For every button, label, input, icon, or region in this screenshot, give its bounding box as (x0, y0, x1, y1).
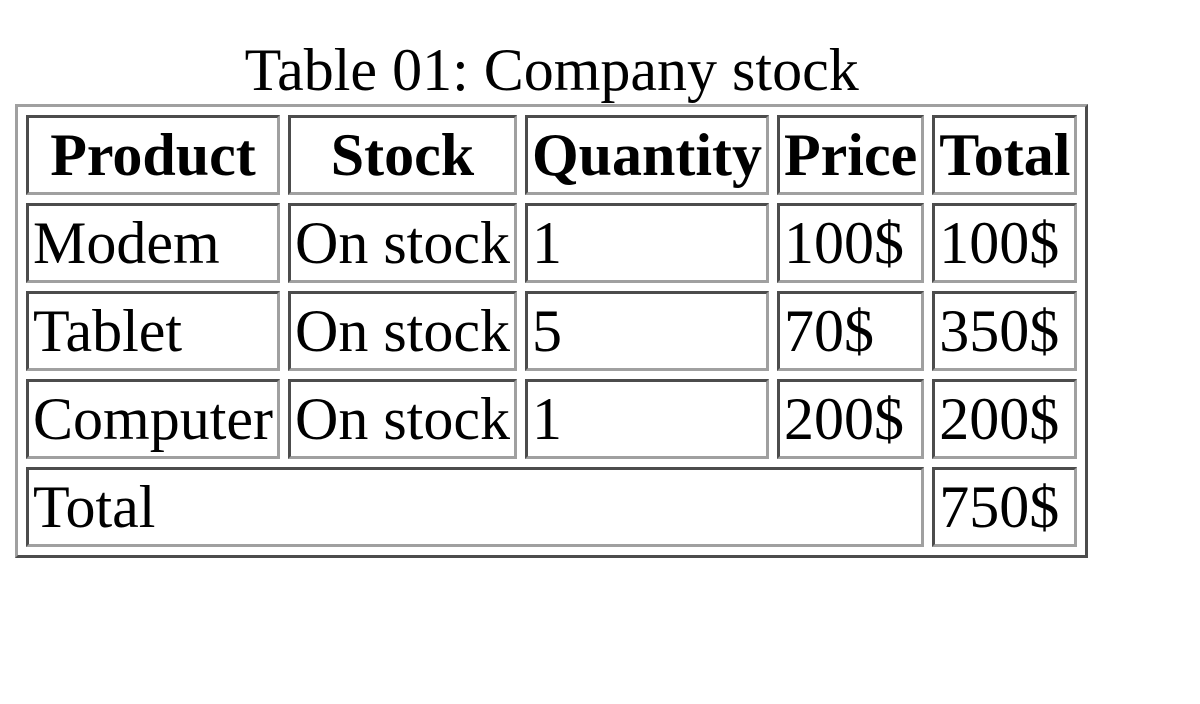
cell-stock: On stock (287, 203, 517, 283)
table-row: Tablet On stock 5 70$ 350$ (26, 291, 1078, 371)
cell-quantity: 5 (524, 291, 770, 371)
header-quantity: Quantity (524, 115, 770, 195)
table-caption: Table 01: Company stock (244, 37, 859, 103)
table-header: Product Stock Quantity Price Total (26, 115, 1078, 195)
header-row: Product Stock Quantity Price Total (26, 115, 1078, 195)
table-footer: Total 750$ (26, 467, 1078, 547)
cell-price: 200$ (777, 379, 925, 459)
cell-stock: On stock (287, 379, 517, 459)
header-product: Product (26, 115, 280, 195)
cell-product: Tablet (26, 291, 280, 371)
cell-product: Modem (26, 203, 280, 283)
cell-total: 200$ (932, 379, 1078, 459)
total-value: 750$ (932, 467, 1078, 547)
cell-quantity: 1 (524, 379, 770, 459)
header-total: Total (932, 115, 1078, 195)
company-stock-table: Table 01: Company stock Product Stock Qu… (15, 37, 1089, 558)
cell-total: 100$ (932, 203, 1078, 283)
total-label: Total (26, 467, 925, 547)
cell-stock: On stock (287, 291, 517, 371)
cell-price: 70$ (777, 291, 925, 371)
cell-quantity: 1 (524, 203, 770, 283)
header-stock: Stock (287, 115, 517, 195)
cell-total: 350$ (932, 291, 1078, 371)
table-row: Computer On stock 1 200$ 200$ (26, 379, 1078, 459)
table-row: Modem On stock 1 100$ 100$ (26, 203, 1078, 283)
cell-price: 100$ (777, 203, 925, 283)
table-body: Modem On stock 1 100$ 100$ Tablet On sto… (26, 203, 1078, 459)
total-row: Total 750$ (26, 467, 1078, 547)
header-price: Price (777, 115, 925, 195)
cell-product: Computer (26, 379, 280, 459)
